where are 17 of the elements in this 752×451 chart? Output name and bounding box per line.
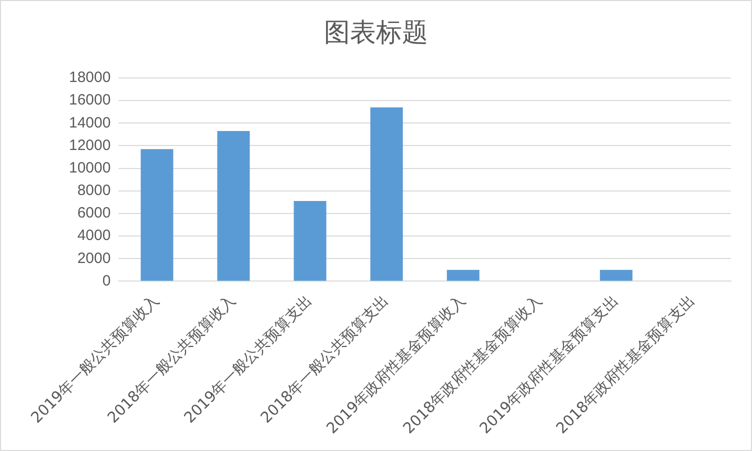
- y-tick-label: 14000: [68, 114, 111, 132]
- y-tick-label: 0: [102, 272, 111, 290]
- chart-title: 图表标题: [323, 17, 429, 50]
- bar: [217, 131, 250, 281]
- bar: [446, 270, 480, 281]
- bar: [294, 201, 326, 281]
- y-tick-label: 12000: [68, 136, 111, 154]
- bar: [140, 149, 174, 281]
- y-tick-label: 10000: [68, 159, 111, 176]
- bar: [600, 270, 632, 281]
- bar: [370, 107, 403, 281]
- y-tick-label: 18000: [68, 69, 111, 86]
- y-tick-label: 6000: [77, 204, 111, 222]
- y-tick-label: 4000: [77, 227, 111, 244]
- y-tick-label: 8000: [77, 182, 111, 200]
- y-tick-label: 16000: [68, 92, 111, 109]
- y-tick-label: 2000: [77, 250, 111, 267]
